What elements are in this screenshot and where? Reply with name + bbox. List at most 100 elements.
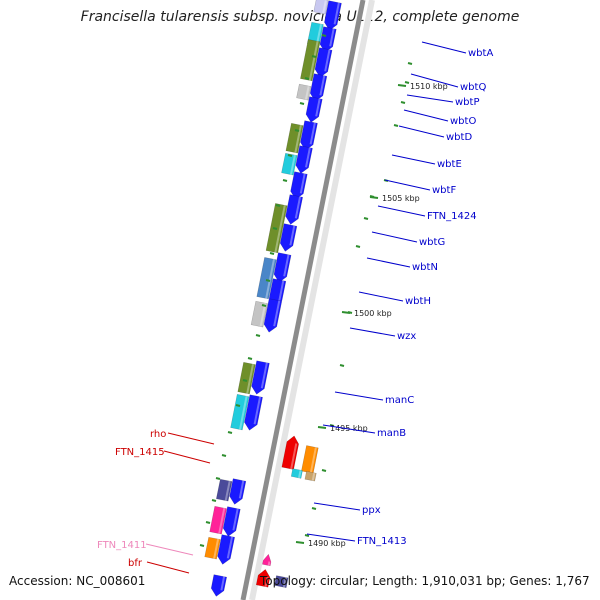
scale-tick-left-20 [205,521,211,524]
scale-tick-left-7 [275,204,281,207]
gene-block-inner-6 [295,145,313,174]
gene-label-FTN_1411: FTN_1411 [97,540,147,551]
gene-label-FTN_1413: FTN_1413 [357,536,407,547]
gene-block-inner-12 [263,298,283,333]
position-label-0: 1510 kbp [410,82,448,91]
gene-leader-rho [167,432,215,445]
position-tick-0 [397,84,407,87]
gene-block-outer-3 [300,39,321,82]
gene-block-ftn1411-shine [267,561,271,566]
scale-tick-left-6 [282,179,288,182]
gene-block-inner-0 [324,0,342,31]
gene-block-outer-14-shine [213,538,220,559]
gene-block-inner-5-shine [309,122,316,145]
gene-label-wbtO: wbtO [450,116,476,127]
gene-label-rho: rho [150,429,166,440]
gene-leader-bfr [146,561,190,574]
gene-label-wbtP: wbtP [455,97,479,108]
gene-block-inner-4-shine [315,98,321,117]
gene-leader-FTN_1413 [306,533,356,542]
gene-block-outer-13-shine [218,507,226,534]
gene-block-inner-18 [210,574,227,597]
gene-label-FTN_1415: FTN_1415 [115,447,165,458]
gene-leader-wbtH [358,291,404,302]
gene-block-inner-9-shine [289,225,296,246]
scale-tick-left-9 [269,252,275,255]
gene-block-outer-14 [204,536,221,560]
gene-label-ppx: ppx [362,505,381,516]
gene-block-rho-shine [309,447,317,474]
scale-tick-right-1 [404,81,410,84]
gene-block-inner-3-shine [319,75,326,96]
position-tick-2 [341,311,351,314]
scale-tick-left-4 [294,129,300,132]
gene-block-bfr-reverse-shine [264,576,269,587]
scale-tick-right-7 [355,245,361,248]
gene-label-FTN_1424: FTN_1424 [427,211,477,222]
gene-block-outer-1-shine [322,0,327,14]
gene-block-inner-17-shine [226,536,234,559]
gene-label-wbtN: wbtN [412,262,438,273]
gene-label-bfr: bfr [128,558,143,569]
gene-block-inner-16 [222,506,241,537]
gene-block-inner-15-shine [238,480,245,499]
gene-block-inner-10-shine [283,254,290,277]
scale-tick-left-2 [304,77,310,80]
gene-block-outer-4 [296,83,312,101]
gene-block-inner-12-shine [273,300,281,327]
gene-block-outer-10 [237,362,256,395]
gene-label-manC: manC [385,395,414,406]
gene-block-outer-5-shine [294,124,302,153]
scale-tick-left-11 [261,304,267,307]
gene-block-outer-8 [256,257,277,300]
scale-tick-left-1 [311,55,317,58]
gene-block-outer-11 [230,394,250,431]
gene-label-wbtE: wbtE [437,159,462,170]
gene-leader-FTN_1424 [377,205,426,217]
gene-leader-FTN_1415 [163,450,211,464]
gene-leader-manB [322,424,376,434]
gene-leader-wbtD [398,125,445,138]
gene-leader-ppx [313,502,361,511]
gene-block-ftn1415-b [290,468,303,479]
position-label-2: 1500 kbp [354,309,392,318]
gene-block-outer-6-shine [289,154,296,175]
scale-tick-right-3 [393,124,399,127]
gene-block-inner-9 [279,223,298,252]
gene-leader-wbtN [366,257,411,268]
gene-label-wbtA: wbtA [468,48,493,59]
position-tick-1 [369,196,379,199]
gene-leader-wbtA [421,41,467,54]
gene-block-bfr [274,575,289,588]
scale-tick-left-5 [287,154,293,157]
gene-block-inner-4 [305,96,323,123]
gene-block-rho-reverse [281,435,299,470]
scale-tick-right-2 [400,101,406,104]
genome-backbone [240,0,366,600]
scale-tick-left-10 [265,279,271,282]
position-tick-3 [317,426,327,429]
scale-tick-left-19 [211,499,217,502]
gene-block-outer-7-shine [274,205,286,253]
scale-tick-left-17 [221,454,227,457]
gene-block-inner-13 [251,360,270,395]
gene-block-rho-reverse-shine [290,443,298,470]
gene-leader-FTN_1411 [145,543,194,556]
gene-block-bfr-shine [282,577,287,588]
gene-leader-manC [334,391,384,401]
gene-label-wbtF: wbtF [432,185,456,196]
gene-leader-wbtF [384,179,431,191]
gene-block-ftn1415-shine [311,472,316,481]
gene-block-outer-12 [216,478,233,502]
gene-block-inner-15 [229,478,247,505]
scale-tick-right-13 [304,534,310,537]
accession-label: Accession: NC_008601 [9,574,146,588]
gene-leader-wbtQ [410,73,459,88]
scale-tick-right-10 [329,424,335,427]
gene-block-inner-14 [244,394,263,431]
scale-tick-right-12 [311,507,317,510]
gene-block-inner-13-shine [260,362,268,389]
gene-label-wzx: wzx [397,331,416,342]
gene-block-inner-0-shine [333,2,340,25]
